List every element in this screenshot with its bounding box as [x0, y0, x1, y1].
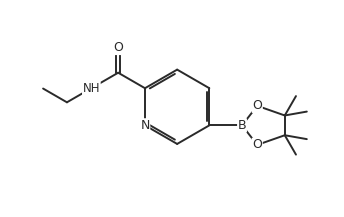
Text: N: N [140, 119, 150, 132]
Text: O: O [252, 99, 262, 112]
Text: O: O [252, 138, 262, 151]
Text: NH: NH [83, 82, 100, 95]
Text: B: B [238, 119, 246, 132]
Text: O: O [113, 41, 123, 54]
